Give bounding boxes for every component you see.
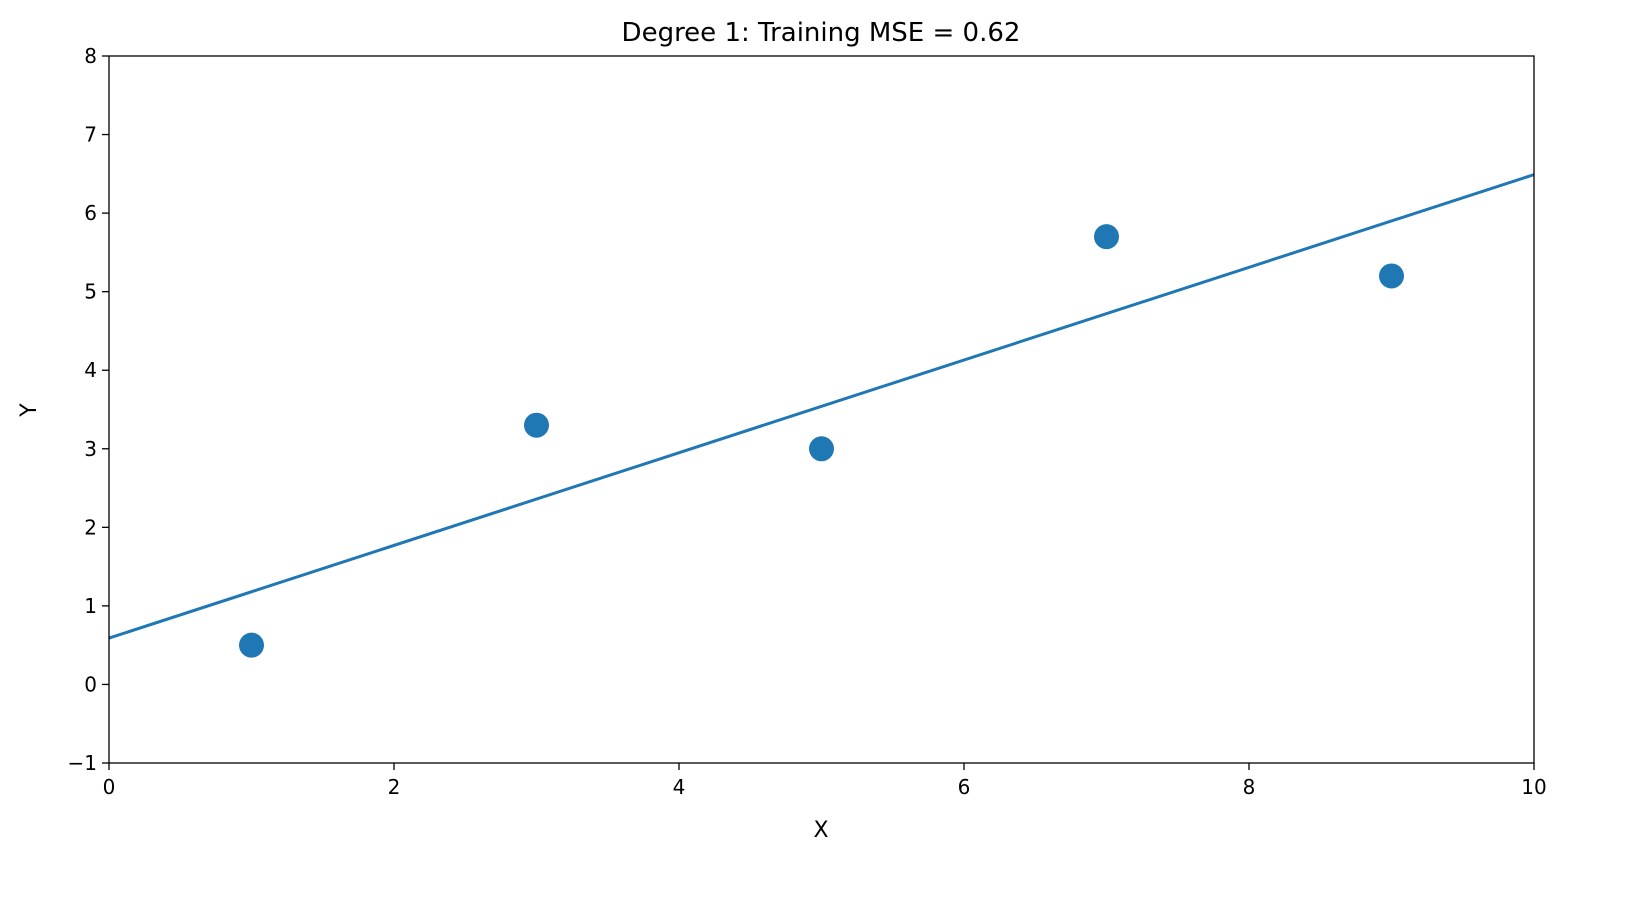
- data-point: [809, 436, 834, 462]
- data-point: [1094, 224, 1119, 250]
- y-tick-label: 7: [84, 123, 97, 147]
- chart-title: Degree 1: Training MSE = 0.62: [622, 18, 1021, 48]
- y-tick-label: 2: [84, 515, 97, 539]
- x-tick-label: 6: [958, 775, 971, 799]
- data-point: [239, 632, 264, 658]
- y-tick-label: 8: [84, 44, 97, 68]
- y-tick-label: 4: [84, 358, 97, 382]
- y-tick-label: −1: [68, 751, 97, 775]
- x-tick-label: 10: [1521, 775, 1546, 799]
- y-tick-label: 0: [84, 672, 97, 696]
- x-tick-label: 0: [103, 775, 116, 799]
- fit-line: [108, 173, 1535, 640]
- y-tick-label: 5: [84, 280, 97, 304]
- y-tick-label: 3: [84, 437, 97, 461]
- y-tick-label: 6: [84, 201, 97, 225]
- plot-frame: [108, 55, 1535, 764]
- y-axis-label: Y: [17, 403, 42, 418]
- y-tick-label: 1: [84, 594, 97, 618]
- data-point: [1379, 263, 1404, 289]
- data-point: [524, 412, 549, 438]
- x-tick-label: 8: [1243, 775, 1256, 799]
- x-axis-label: X: [813, 818, 828, 843]
- x-tick-label: 4: [673, 775, 686, 799]
- x-tick-label: 2: [388, 775, 401, 799]
